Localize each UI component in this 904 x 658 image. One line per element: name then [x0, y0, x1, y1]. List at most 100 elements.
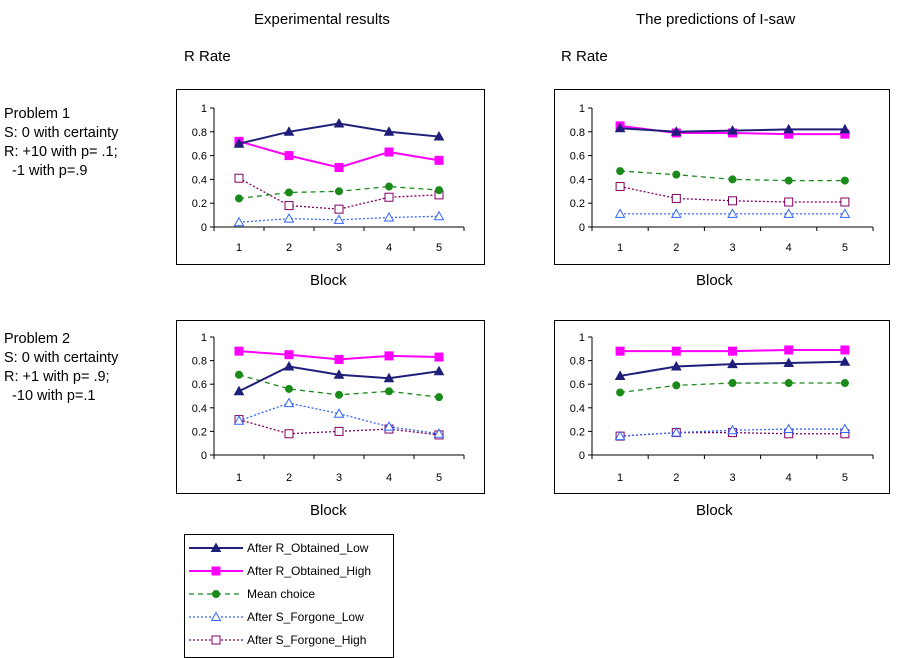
data-point-after-r-obtained-high: [784, 345, 794, 355]
data-point-mean-choice: [616, 388, 625, 397]
chart-problem1-experimental: 0 0.2 0.4 0.6 0.8 1 1 2 3 4 5: [192, 103, 465, 254]
data-point-after-s-forgone-high: [784, 197, 794, 207]
x-tick-label: 3: [336, 242, 342, 254]
data-point-after-r-obtained-high: [671, 346, 681, 356]
chart-problem2-experimental: 0 0.2 0.4 0.6 0.8 1 1 2 3 4 5: [192, 332, 465, 484]
data-point-after-r-obtained-low: [433, 131, 445, 141]
chart-panel-problem2-experimental: 0 0.2 0.4 0.6 0.8 1 1 2 3 4 5: [176, 320, 485, 494]
data-point-after-r-obtained-low: [839, 356, 851, 366]
legend-marker: [210, 542, 222, 552]
data-point-after-s-forgone-low: [614, 430, 626, 441]
legend-swatch: [189, 542, 243, 552]
problem-2-description: Problem 2 S: 0 with certainty R: +1 with…: [4, 330, 118, 406]
y-tick-label: 1: [201, 332, 207, 344]
legend-label: After R_Obtained_Low: [247, 541, 369, 555]
y-tick-label: 0.4: [192, 174, 207, 186]
data-point-after-r-obtained-low: [839, 123, 851, 134]
y-tick-label: 0: [201, 222, 207, 234]
data-point-after-r-obtained-low: [233, 385, 245, 396]
data-point-after-r-obtained-low: [670, 360, 682, 371]
legend-label: After R_Obtained_High: [247, 564, 372, 578]
data-point-mean-choice: [435, 186, 443, 195]
data-point-after-s-forgone-high: [671, 193, 681, 203]
y-tick-label: 0.2: [570, 198, 585, 210]
y-tick-label: 0.6: [570, 379, 585, 391]
x-tick-label: 2: [286, 472, 292, 484]
chart-panel-problem2-predictions: 0 0.2 0.4 0.6 0.8 1 1 2 3 4 5: [554, 320, 890, 494]
problem-1-risky-option-line1: R: +10 with p= .1;: [4, 144, 118, 160]
problem-2-risky-option-line1: R: +1 with p= .9;: [4, 369, 110, 385]
y-tick-label: 0.4: [192, 403, 207, 415]
legend-label: Mean choice: [247, 587, 316, 601]
data-point-after-s-forgone-low: [333, 408, 345, 418]
y-tick-label: 0.8: [192, 356, 207, 368]
y-tick-label: 0.8: [570, 127, 585, 139]
legend-item: After R_Obtained_Low: [185, 537, 391, 559]
data-point-after-s-forgone-low: [727, 208, 738, 218]
x-tick-label: 4: [386, 472, 392, 484]
data-point-after-r-obtained-low: [333, 369, 345, 379]
right-column-title: The predictions of I-saw: [636, 11, 796, 28]
legend-label: After S_Forgone_High: [247, 633, 367, 647]
data-point-mean-choice: [672, 381, 681, 390]
x-tick-label: 1: [617, 472, 623, 484]
data-point-after-s-forgone-high: [284, 201, 294, 211]
data-point-after-r-obtained-high: [234, 346, 244, 356]
y-tick-label: 0: [579, 222, 585, 234]
data-point-after-s-forgone-low: [383, 421, 395, 431]
data-point-after-r-obtained-low: [727, 358, 738, 369]
y-tick-label: 0.2: [570, 426, 585, 438]
problem-1-title: Problem 1: [4, 106, 71, 122]
data-point-mean-choice: [672, 170, 681, 179]
x-tick-label: 4: [786, 472, 792, 484]
x-tick-label: 3: [336, 472, 342, 484]
data-point-mean-choice: [385, 387, 393, 396]
chart-problem1-predictions: 0 0.2 0.4 0.6 0.8 1 1 2 3 4 5: [570, 103, 874, 254]
data-point-after-s-forgone-high: [234, 173, 244, 183]
data-point-mean-choice: [728, 175, 737, 184]
data-point-after-s-forgone-low: [333, 214, 345, 224]
chart-panel-problem1-predictions: 0 0.2 0.4 0.6 0.8 1 1 2 3 4 5: [554, 89, 890, 265]
data-point-after-r-obtained-low: [727, 125, 738, 135]
data-point-mean-choice: [840, 379, 849, 388]
data-point-after-r-obtained-high: [615, 346, 625, 356]
data-point-after-r-obtained-low: [283, 360, 295, 371]
data-point-after-s-forgone-low: [783, 208, 795, 218]
data-point-mean-choice: [285, 188, 293, 197]
problem-1-risky-option-line2: -1 with p=.9: [4, 163, 88, 179]
data-point-after-r-obtained-high: [334, 163, 344, 172]
y-tick-label: 0.2: [192, 198, 207, 210]
problem-2-safe-option: S: 0 with certainty: [4, 350, 119, 366]
x-tick-label: 1: [236, 242, 242, 254]
data-point-mean-choice: [335, 187, 343, 196]
legend-item: After S_Forgone_High: [185, 629, 391, 651]
data-point-mean-choice: [285, 384, 293, 393]
right-y-axis-title: R Rate: [561, 48, 608, 65]
data-point-after-s-forgone-low: [283, 213, 295, 223]
x-tick-label: 3: [729, 242, 735, 254]
data-point-after-r-obtained-high: [284, 151, 294, 161]
data-point-after-r-obtained-high: [728, 346, 737, 356]
data-point-after-s-forgone-high: [840, 197, 850, 207]
x-tick-label: 4: [786, 242, 792, 254]
x-tick-label: 5: [842, 472, 848, 484]
y-tick-label: 0.6: [570, 151, 585, 163]
legend-label: After S_Forgone_Low: [247, 610, 364, 624]
legend-swatch: [189, 590, 243, 598]
data-point-after-r-obtained-high: [840, 345, 850, 355]
data-point-mean-choice: [235, 194, 243, 203]
problem-1-safe-option: S: 0 with certainty: [4, 125, 119, 141]
data-point-after-s-forgone-low: [433, 428, 445, 438]
y-tick-label: 0: [579, 450, 585, 462]
legend-swatch: [189, 635, 243, 645]
data-point-after-r-obtained-low: [614, 122, 626, 133]
legend-item: After S_Forgone_Low: [185, 606, 391, 628]
data-point-mean-choice: [840, 176, 849, 185]
legend-swatch: [189, 566, 243, 576]
data-point-after-s-forgone-low: [283, 397, 295, 408]
y-tick-label: 0: [201, 450, 207, 462]
data-point-after-s-forgone-high: [334, 204, 344, 214]
x-axis-title-problem1-predictions: Block: [696, 272, 733, 289]
x-tick-label: 5: [842, 242, 848, 254]
y-tick-label: 0.8: [192, 127, 207, 139]
